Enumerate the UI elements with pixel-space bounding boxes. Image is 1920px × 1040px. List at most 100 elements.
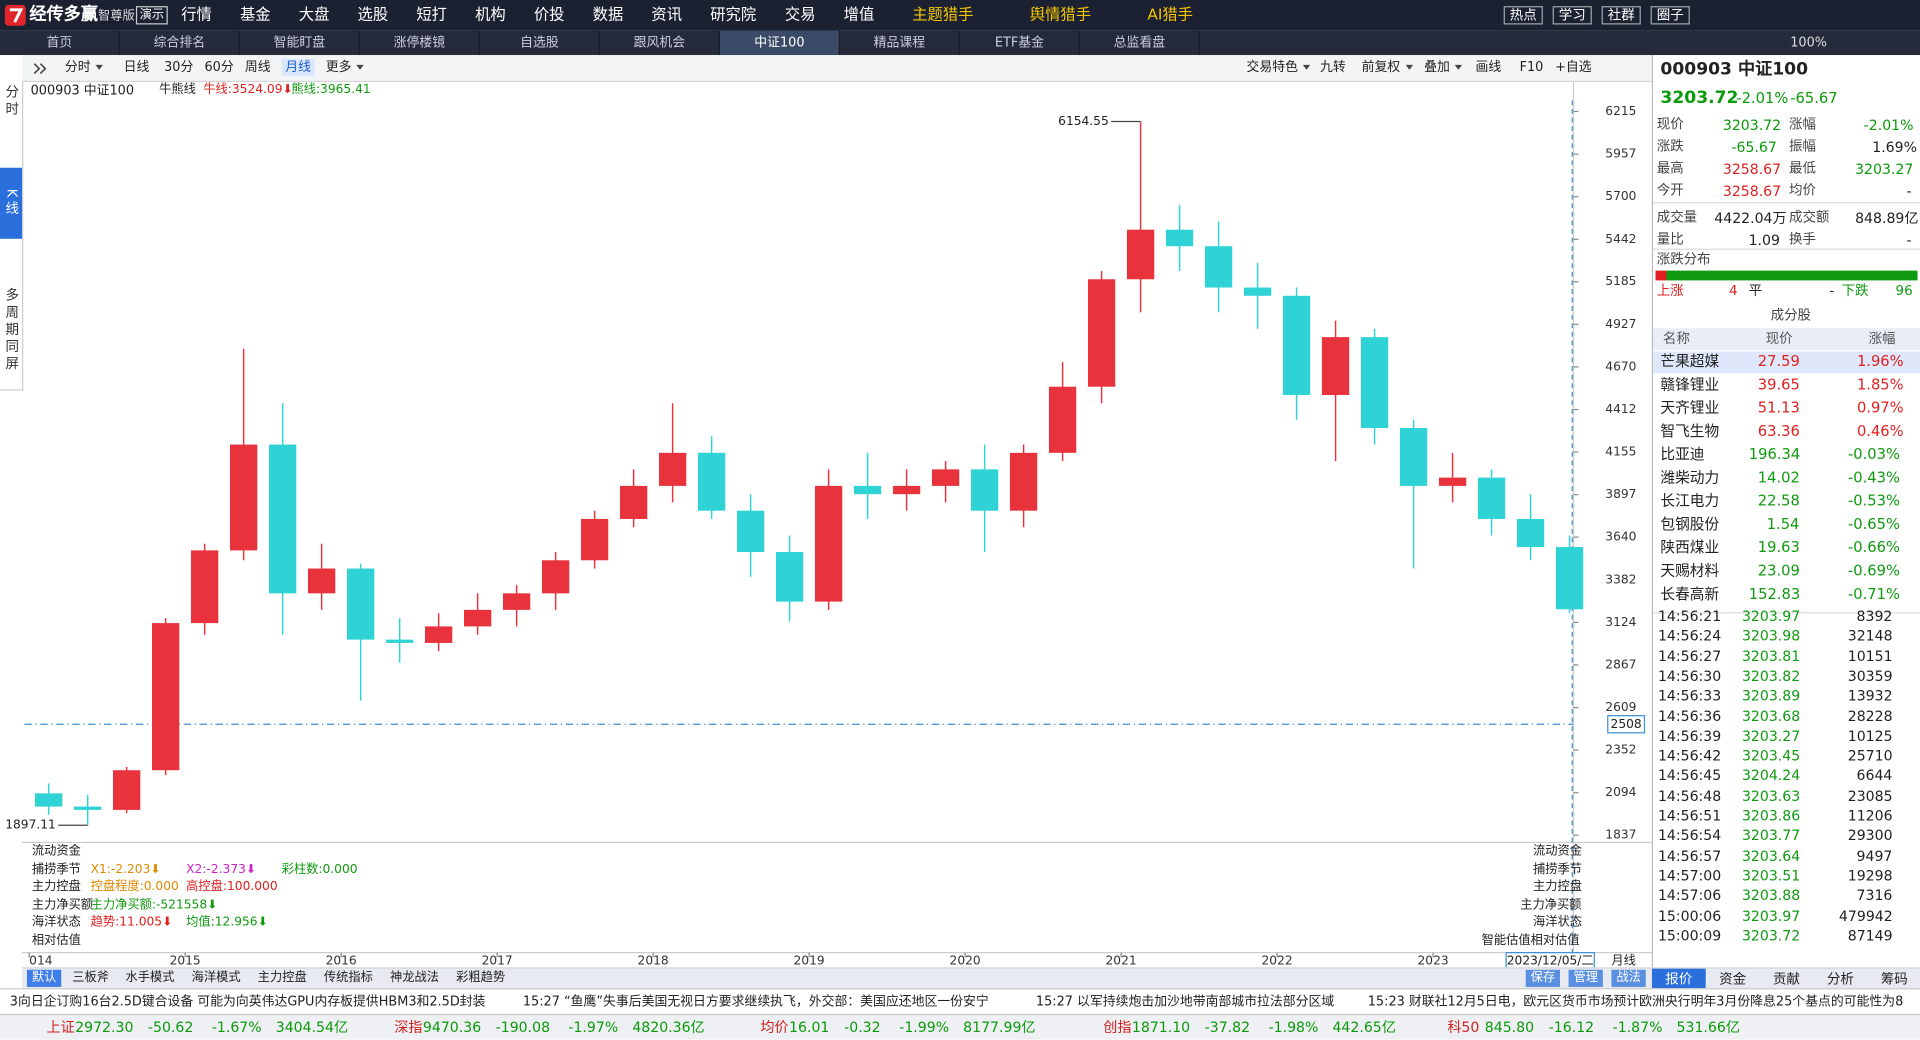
candle-body <box>1204 246 1233 288</box>
template-tab[interactable]: 默认 <box>26 969 62 987</box>
index-value: 4820.36亿 <box>632 1018 705 1036</box>
panel-tab[interactable]: 分析 <box>1826 971 1854 987</box>
tab[interactable]: 中证100 <box>720 30 841 56</box>
menu-item[interactable]: 基金 <box>240 4 271 24</box>
menu-special[interactable]: 主题猎手 <box>912 4 974 24</box>
trade-time: 14:56:42 <box>1657 747 1722 765</box>
action-button[interactable]: 管理 <box>1568 969 1603 987</box>
menu-item[interactable]: 选股 <box>357 4 389 24</box>
index-value: -1.99% <box>899 1018 950 1036</box>
component-price: 51.13 <box>1757 399 1800 417</box>
news-item[interactable]: 15:27 以军持续炮击加沙地带南部城市拉法部分区域 <box>1035 994 1335 1009</box>
period-button[interactable]: 更多 <box>322 59 367 76</box>
component-row[interactable] <box>1653 351 1920 374</box>
menu-item[interactable]: 短打 <box>416 4 447 24</box>
component-name[interactable]: 比亚迪 <box>1660 445 1705 463</box>
y-tick-label: 2094 <box>1605 785 1636 799</box>
template-tab[interactable]: 海洋模式 <box>191 971 241 985</box>
menu-item[interactable]: 增值 <box>843 4 875 24</box>
template-tab[interactable]: 神龙战法 <box>390 971 439 985</box>
component-name[interactable]: 天齐锂业 <box>1660 399 1720 417</box>
tool-button[interactable]: 交易特色 <box>1243 59 1314 76</box>
tool-button[interactable]: 前复权 <box>1358 59 1416 76</box>
index-name[interactable]: 均价 <box>760 1018 789 1036</box>
panel-tab[interactable]: 资金 <box>1719 971 1747 987</box>
news-item[interactable]: 15:27 “鱼鹰”失事后美国无视日方要求继续执飞，外交部：美国应还地区一份安宁 <box>522 994 989 1009</box>
indicator-right: 智能估值相对估值 <box>1481 934 1580 948</box>
candle-body <box>1516 518 1545 548</box>
side-tab[interactable]: 多周期同屏 <box>3 287 20 374</box>
tool-button[interactable]: F10 <box>1519 60 1544 75</box>
tab[interactable]: 综合排名 <box>120 30 241 56</box>
extreme-label: 6154.55 <box>1058 114 1109 128</box>
period-button[interactable]: 30分 <box>164 60 194 75</box>
zoom-level: 100% <box>1790 35 1827 51</box>
component-name[interactable]: 长江电力 <box>1660 492 1720 510</box>
action-button[interactable]: 战法 <box>1611 969 1646 987</box>
tool-button[interactable]: 叠加 <box>1420 59 1465 76</box>
top-button[interactable]: 社群 <box>1601 6 1641 25</box>
component-name[interactable]: 陕西煤业 <box>1660 538 1720 556</box>
period-button[interactable]: 周线 <box>244 60 271 75</box>
indicator-name: 流动资金 <box>31 844 81 859</box>
component-name[interactable]: 智飞生物 <box>1660 422 1720 440</box>
candle-body <box>308 568 336 594</box>
index-name[interactable]: 科50 <box>1447 1018 1480 1036</box>
menu-item[interactable]: 机构 <box>475 4 506 24</box>
menu-item[interactable]: 行情 <box>181 4 212 24</box>
top-button[interactable]: 学习 <box>1552 6 1592 25</box>
panel-tab[interactable]: 报价 <box>1651 968 1706 990</box>
menu-item[interactable]: 价投 <box>533 4 565 24</box>
index-value: 845.80 <box>1484 1018 1535 1036</box>
index-name[interactable]: 深指 <box>394 1018 423 1036</box>
tool-button[interactable]: +自选 <box>1555 60 1592 75</box>
menu-special[interactable]: AI猎手 <box>1147 4 1193 24</box>
component-name[interactable]: 潍柴动力 <box>1660 468 1720 487</box>
menu-item[interactable]: 研究院 <box>710 4 757 24</box>
component-name[interactable]: 长春高新 <box>1660 585 1720 603</box>
menu-item[interactable]: 大盘 <box>298 4 330 24</box>
action-button[interactable]: 保存 <box>1525 969 1561 987</box>
index-name[interactable]: 创指 <box>1103 1018 1132 1036</box>
template-tab[interactable]: 主力控盘 <box>257 971 307 985</box>
tab[interactable]: 精品课程 <box>840 30 961 56</box>
template-tab[interactable]: 彩粗趋势 <box>456 971 506 985</box>
tab[interactable]: 首页 <box>0 30 121 56</box>
index-name[interactable]: 上证 <box>46 1018 75 1036</box>
side-tab[interactable]: 分时 <box>3 84 20 119</box>
panel-tab[interactable]: 贡献 <box>1773 971 1801 987</box>
tool-button[interactable]: 九转 <box>1320 60 1346 75</box>
menu-item[interactable]: 数据 <box>592 4 624 24</box>
tab[interactable]: 自选股 <box>480 30 601 56</box>
tab[interactable]: 智能盯盘 <box>240 30 361 56</box>
period-button[interactable]: 60分 <box>204 60 234 75</box>
template-tab[interactable]: 三板斧 <box>72 971 109 985</box>
menu-special[interactable]: 舆情猎手 <box>1029 4 1092 24</box>
news-item[interactable]: 3向日企订购16台2.5D键合设备 可能为向英伟达GPU内存板提供HBM3和2.… <box>9 994 486 1009</box>
tab[interactable]: ETF基金 <box>960 30 1081 56</box>
tab[interactable]: 总监看盘 <box>1080 30 1201 56</box>
period-button[interactable]: 日线 <box>123 60 150 75</box>
component-name[interactable]: 天赐材料 <box>1660 562 1720 580</box>
candle-body <box>892 485 921 495</box>
news-item[interactable]: 15:23 财联社12月5日电，欧元区货币市场预计欧洲央行明年3月份降息25个基… <box>1367 994 1904 1009</box>
tab[interactable]: 涨停楼镜 <box>360 30 481 56</box>
panel-tab[interactable]: 筹码 <box>1880 971 1908 987</box>
menu-item[interactable]: 资讯 <box>651 4 683 24</box>
menu-item[interactable]: 交易 <box>784 4 816 24</box>
component-name[interactable]: 赣锋锂业 <box>1660 375 1720 394</box>
side-tab[interactable]: K线 <box>0 167 23 239</box>
top-button[interactable]: 热点 <box>1503 6 1543 25</box>
index-value: -16.12 <box>1548 1018 1595 1036</box>
component-name[interactable]: 包钢股份 <box>1660 515 1720 533</box>
top-button[interactable]: 圈子 <box>1650 6 1690 25</box>
period-button[interactable]: 月线 <box>281 58 315 76</box>
period-button[interactable]: 分时 <box>61 59 106 76</box>
tool-button[interactable]: 画线 <box>1475 60 1502 75</box>
component-name[interactable]: 芒果超媒 <box>1660 352 1720 370</box>
template-tab[interactable]: 水手模式 <box>125 971 175 985</box>
template-tab[interactable]: 传统指标 <box>323 971 373 985</box>
candle-body <box>1087 279 1116 387</box>
tab[interactable]: 跟风机会 <box>600 30 721 56</box>
